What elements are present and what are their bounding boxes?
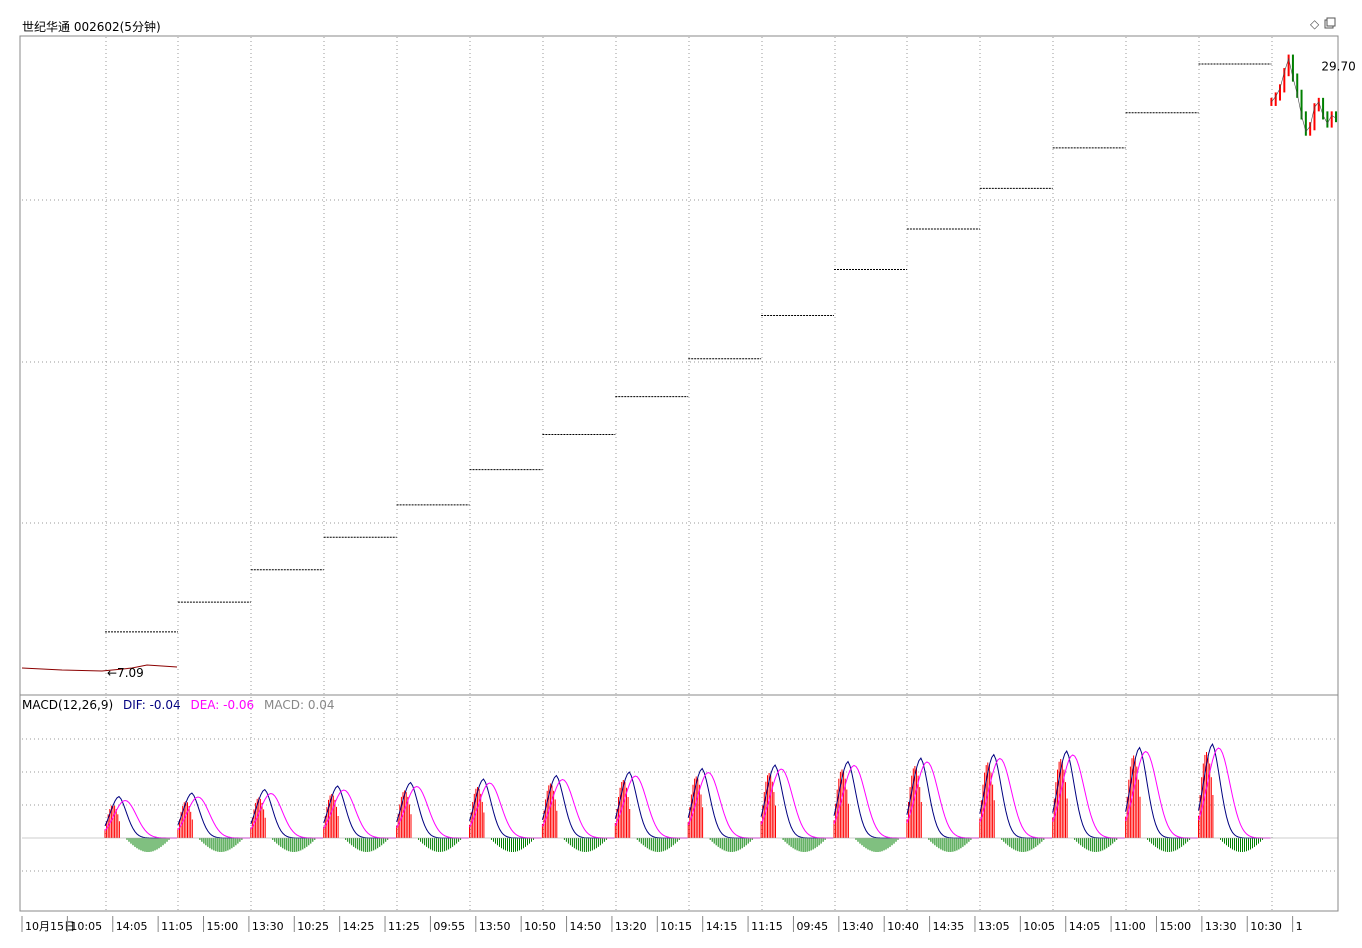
x-tick-label: 14:05 xyxy=(116,920,148,933)
x-tick-label: 1 xyxy=(1296,920,1303,933)
x-tick-label: 11:25 xyxy=(388,920,420,933)
x-tick-label: 10月15日 xyxy=(25,920,75,933)
x-tick-label: 13:20 xyxy=(615,920,647,933)
macd-name-label: MACD(12,26,9) xyxy=(22,698,114,712)
x-tick-label: 14:25 xyxy=(343,920,375,933)
x-tick-label: 10:25 xyxy=(297,920,329,933)
high-price-label: 29.70 xyxy=(1321,60,1355,74)
x-tick-label: 14:35 xyxy=(933,920,965,933)
x-tick-label: 10:15 xyxy=(660,920,692,933)
x-tick-label: 10:40 xyxy=(887,920,919,933)
chart-frame xyxy=(19,35,1339,912)
price-segment-first xyxy=(21,664,178,672)
x-tick-label: 14:15 xyxy=(706,920,738,933)
x-tick-label: 13:30 xyxy=(252,920,284,933)
diamond-icon[interactable]: ◇ xyxy=(1310,17,1320,31)
price-trace-last xyxy=(1271,57,1337,133)
x-tick-label: 13:40 xyxy=(842,920,874,933)
low-price-label: ←7.09 xyxy=(107,666,144,680)
x-tick-label: 11:00 xyxy=(1114,920,1146,933)
macd-legend: MACD(12,26,9) DIF: -0.04 DEA: -0.06 MACD… xyxy=(22,698,341,712)
x-tick-label: 14:05 xyxy=(1069,920,1101,933)
x-tick-label: 14:50 xyxy=(570,920,602,933)
x-tick-label: 13:30 xyxy=(1205,920,1237,933)
x-tick-label: 11:05 xyxy=(161,920,193,933)
x-tick-label: 10:50 xyxy=(524,920,556,933)
x-tick-label: 09:55 xyxy=(433,920,465,933)
x-tick-label: 10:05 xyxy=(1023,920,1055,933)
dea-label: DEA: -0.06 xyxy=(190,698,255,712)
x-tick-label: 10:30 xyxy=(1250,920,1282,933)
dif-label: DIF: -0.04 xyxy=(122,698,181,712)
x-tick-label: 09:45 xyxy=(796,920,828,933)
macd-value-label: MACD: 0.04 xyxy=(264,698,335,712)
x-tick-label: 11:15 xyxy=(751,920,783,933)
x-tick-label: 15:00 xyxy=(207,920,239,933)
x-tick-label: 15:00 xyxy=(1159,920,1191,933)
x-tick-label: 10:05 xyxy=(70,920,102,933)
x-tick-label: 13:05 xyxy=(978,920,1010,933)
window-restore-icon[interactable] xyxy=(1324,17,1336,32)
x-tick-label: 13:50 xyxy=(479,920,511,933)
chart-title: 世纪华通 002602(5分钟) xyxy=(22,20,161,34)
